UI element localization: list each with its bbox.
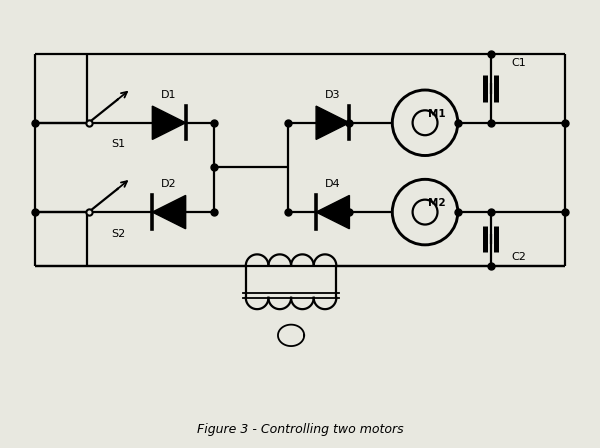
Text: M1: M1	[428, 109, 446, 119]
Text: S1: S1	[112, 139, 125, 150]
Polygon shape	[152, 195, 185, 229]
Polygon shape	[316, 195, 349, 229]
Text: C2: C2	[511, 251, 526, 262]
Text: D3: D3	[325, 90, 341, 100]
Text: M2: M2	[428, 198, 446, 208]
Polygon shape	[316, 106, 349, 139]
Circle shape	[413, 200, 437, 224]
Text: Figure 3 - Controlling two motors: Figure 3 - Controlling two motors	[197, 423, 403, 436]
Circle shape	[413, 110, 437, 135]
Text: C1: C1	[511, 58, 526, 69]
Text: D2: D2	[161, 180, 177, 190]
Text: S2: S2	[111, 229, 125, 239]
Polygon shape	[152, 106, 185, 139]
Text: D1: D1	[161, 90, 177, 100]
Circle shape	[392, 90, 458, 155]
Text: D4: D4	[325, 180, 341, 190]
Circle shape	[392, 179, 458, 245]
